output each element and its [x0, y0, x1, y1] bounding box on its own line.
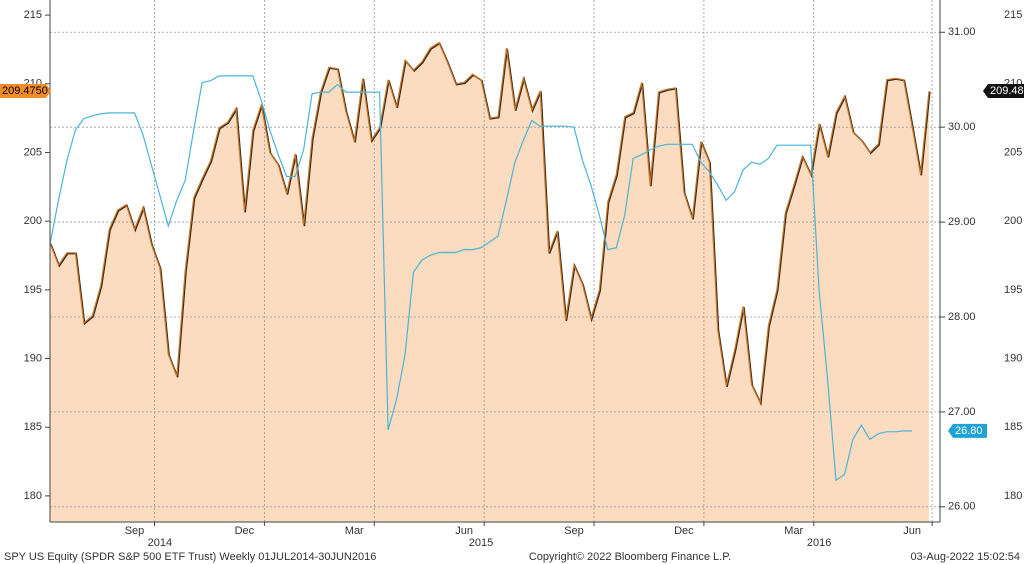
y2-tick-label: 26.00: [948, 501, 976, 513]
line: [49, 41, 930, 405]
x-tick-label: Sep: [564, 525, 584, 537]
y-tick-label: 205: [24, 146, 42, 158]
value-tag-label: 209.48: [990, 85, 1024, 97]
y2-tick-label: 28.00: [948, 311, 976, 323]
line: [49, 75, 913, 482]
footer-right: 03-Aug-2022 15:02:54: [911, 551, 1020, 563]
y2-tick-label: 29.00: [948, 216, 976, 228]
x-tick-label: Jun: [455, 525, 473, 537]
y-tick-label: 190: [24, 352, 42, 364]
y-tick-label: 200: [24, 215, 42, 227]
y-tick-label: 215: [1004, 9, 1022, 21]
footer-left: SPY US Equity (SPDR S&P 500 ETF Trust) W…: [4, 551, 376, 563]
x-year-label: 2016: [807, 537, 831, 549]
x-tick-label: Mar: [345, 525, 364, 537]
y-tick-label: 180: [1004, 490, 1022, 502]
value-tag-arrow: [46, 84, 51, 99]
value-tag: [0, 84, 46, 99]
value-tag-label: 26.80: [955, 425, 983, 437]
y2-tick-label: 30.00: [948, 121, 976, 133]
x-tick-label: Dec: [235, 525, 255, 537]
y-tick-label: 190: [1004, 352, 1022, 364]
value-tag-arrow: [948, 423, 953, 438]
x-year-label: 2015: [469, 537, 493, 549]
footer-center: Copyright© 2022 Bloomberg Finance L.P.: [529, 551, 731, 563]
y-tick-label: 205: [1004, 146, 1022, 158]
y2-tick-label: 27.00: [948, 406, 976, 418]
y-tick-label: 185: [1004, 421, 1022, 433]
x-tick-label: Jun: [903, 525, 921, 537]
value-tag: [953, 423, 987, 438]
value-tag: [988, 84, 1024, 99]
y2-tick-label: 31.00: [948, 26, 976, 38]
y-tick-label: 200: [1004, 215, 1022, 227]
y-tick-label: 185: [24, 421, 42, 433]
x-year-label: 2014: [148, 537, 172, 549]
x-tick-label: Mar: [784, 525, 803, 537]
line-shadow: [50, 42, 931, 407]
y-tick-label: 195: [24, 284, 42, 296]
y-tick-label: 195: [1004, 284, 1022, 296]
y-tick-label: 215: [24, 9, 42, 21]
value-tag-label: 209.4750: [2, 85, 48, 97]
plot-area: [49, 0, 940, 522]
x-tick-label: Dec: [674, 525, 694, 537]
y-tick-label: 180: [24, 490, 42, 502]
x-tick-label: Sep: [125, 525, 145, 537]
value-tag-arrow: [983, 84, 988, 99]
